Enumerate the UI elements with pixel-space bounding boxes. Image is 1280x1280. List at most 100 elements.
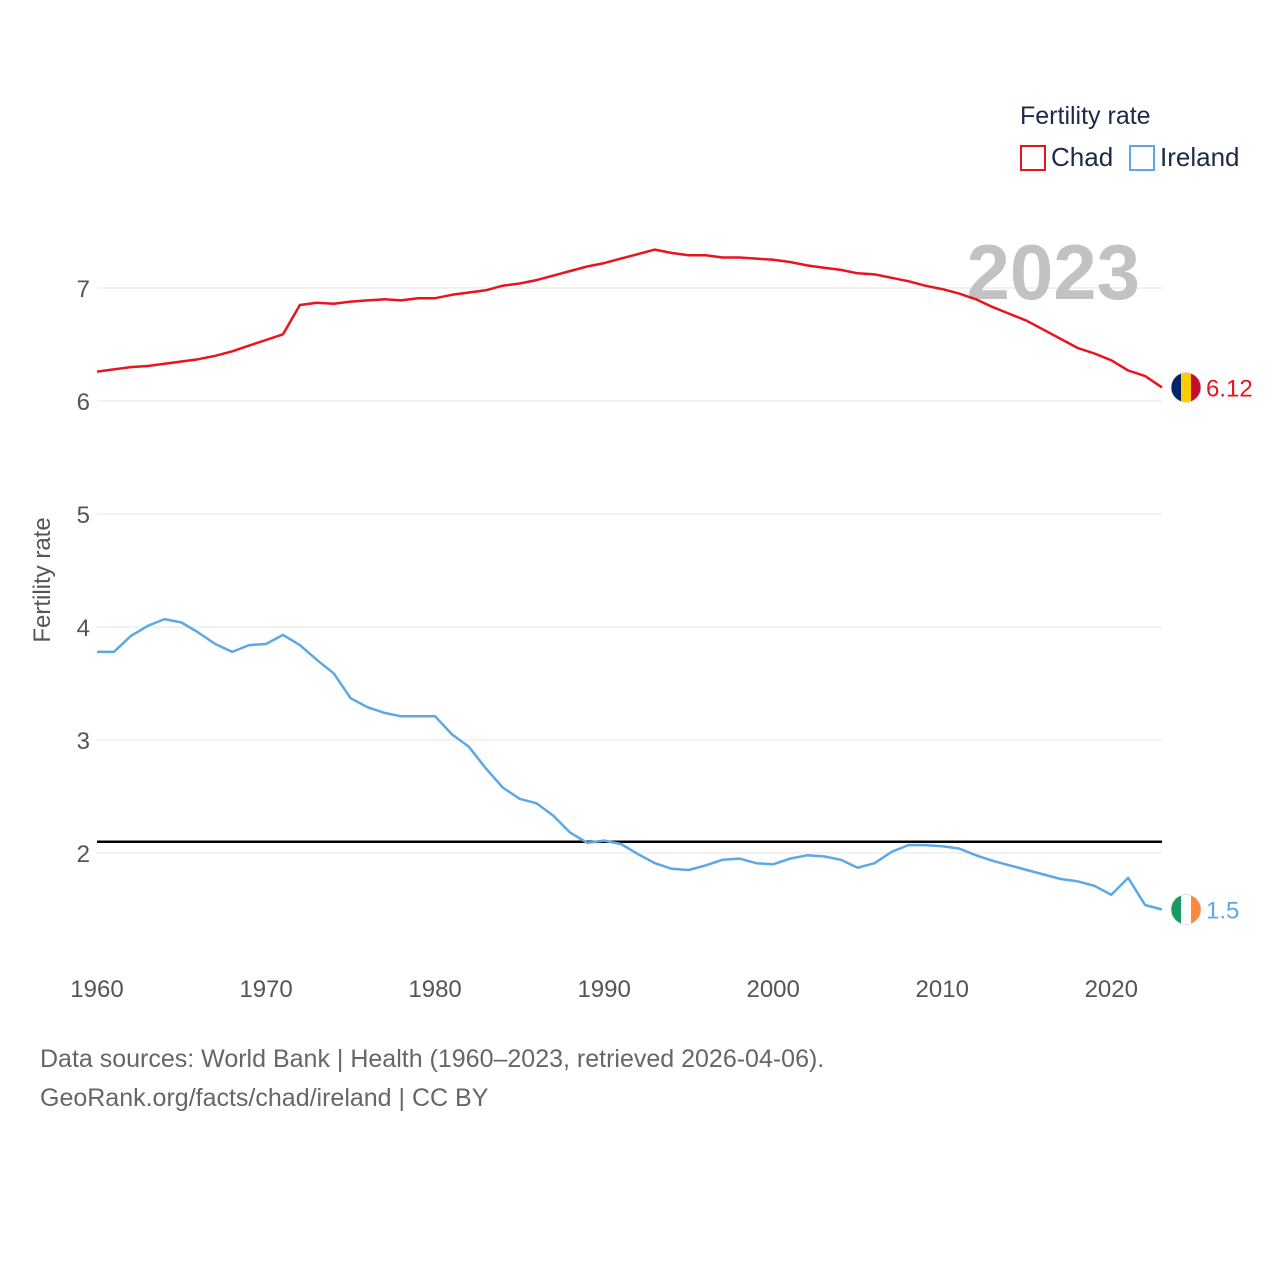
chad-point-1968[interactable] [229, 348, 235, 354]
ireland-point-1968[interactable] [229, 649, 235, 655]
chad-point-1990[interactable] [601, 260, 607, 266]
ireland-point-2018[interactable] [1074, 878, 1080, 884]
ireland-point-2023[interactable] [1159, 907, 1165, 913]
ireland-point-1972[interactable] [297, 642, 303, 648]
ireland-point-1973[interactable] [314, 657, 320, 663]
ireland-point-1974[interactable] [331, 670, 337, 676]
chad-point-2003[interactable] [821, 265, 827, 271]
chad-point-1987[interactable] [550, 273, 556, 279]
legend-item-chad[interactable]: Chad [1021, 142, 1113, 172]
ireland-point-1990[interactable] [601, 838, 607, 844]
chad-point-1981[interactable] [449, 292, 455, 298]
ireland-point-1961[interactable] [111, 649, 117, 655]
ireland-point-1963[interactable] [145, 623, 151, 629]
chad-point-1992[interactable] [635, 251, 641, 257]
chad-point-1983[interactable] [483, 287, 489, 293]
chad-point-2006[interactable] [872, 271, 878, 277]
chad-point-2016[interactable] [1041, 327, 1047, 333]
chad-point-1984[interactable] [500, 283, 506, 289]
ireland-point-1994[interactable] [669, 866, 675, 872]
chad-point-2012[interactable] [973, 296, 979, 302]
chad-point-1991[interactable] [618, 256, 624, 262]
ireland-point-1988[interactable] [567, 830, 573, 836]
chad-point-1994[interactable] [669, 250, 675, 256]
chad-point-1996[interactable] [703, 252, 709, 258]
chad-point-1982[interactable] [466, 290, 472, 296]
ireland-point-2006[interactable] [872, 860, 878, 866]
ireland-point-2015[interactable] [1024, 867, 1030, 873]
chad-point-1999[interactable] [753, 256, 759, 262]
chad-point-2017[interactable] [1058, 336, 1064, 342]
chad-point-1963[interactable] [145, 363, 151, 369]
ireland-point-1969[interactable] [246, 642, 252, 648]
ireland-point-1992[interactable] [635, 851, 641, 857]
legend-item-ireland[interactable]: Ireland [1130, 142, 1240, 172]
chad-point-2014[interactable] [1007, 311, 1013, 317]
ireland-point-1981[interactable] [449, 731, 455, 737]
ireland-point-1993[interactable] [652, 860, 658, 866]
chad-point-1979[interactable] [415, 295, 421, 301]
ireland-point-2012[interactable] [973, 852, 979, 858]
ireland-point-2013[interactable] [990, 858, 996, 864]
chad-point-1975[interactable] [348, 299, 354, 305]
ireland-point-1964[interactable] [162, 616, 168, 622]
ireland-point-2003[interactable] [821, 853, 827, 859]
ireland-point-1977[interactable] [381, 710, 387, 716]
ireland-point-2008[interactable] [905, 842, 911, 848]
ireland-point-1999[interactable] [753, 860, 759, 866]
ireland-point-2009[interactable] [922, 842, 928, 848]
ireland-point-1983[interactable] [483, 765, 489, 771]
ireland-point-1996[interactable] [703, 862, 709, 868]
chad-point-1997[interactable] [719, 254, 725, 260]
ireland-point-2021[interactable] [1125, 875, 1131, 881]
chad-point-1967[interactable] [212, 353, 218, 359]
chad-point-1988[interactable] [567, 268, 573, 274]
ireland-point-2002[interactable] [804, 852, 810, 858]
ireland-point-2022[interactable] [1142, 902, 1148, 908]
ireland-point-2000[interactable] [770, 861, 776, 867]
ireland-point-1987[interactable] [550, 813, 556, 819]
chad-point-1977[interactable] [381, 296, 387, 302]
ireland-point-1965[interactable] [179, 619, 185, 625]
chad-point-1961[interactable] [111, 366, 117, 372]
ireland-point-1979[interactable] [415, 713, 421, 719]
chad-point-2011[interactable] [956, 291, 962, 297]
chad-point-1976[interactable] [364, 297, 370, 303]
ireland-point-2001[interactable] [787, 856, 793, 862]
ireland-point-1966[interactable] [195, 630, 201, 636]
ireland-point-2011[interactable] [956, 845, 962, 851]
ireland-point-1960[interactable] [94, 649, 100, 655]
series-line-ireland[interactable] [97, 619, 1162, 909]
ireland-point-1976[interactable] [364, 704, 370, 710]
chad-point-1973[interactable] [314, 300, 320, 306]
chad-point-1978[interactable] [398, 297, 404, 303]
chad-point-2001[interactable] [787, 259, 793, 265]
ireland-point-2017[interactable] [1058, 876, 1064, 882]
chad-point-1962[interactable] [128, 364, 134, 370]
ireland-point-2007[interactable] [889, 849, 895, 855]
ireland-point-2010[interactable] [939, 843, 945, 849]
ireland-point-1978[interactable] [398, 713, 404, 719]
chad-point-2022[interactable] [1142, 373, 1148, 379]
chad-point-2008[interactable] [905, 278, 911, 284]
ireland-point-2004[interactable] [838, 857, 844, 863]
chad-point-1970[interactable] [263, 337, 269, 343]
chad-point-2010[interactable] [939, 286, 945, 292]
chad-point-2009[interactable] [922, 283, 928, 289]
chad-point-1966[interactable] [195, 356, 201, 362]
chad-point-1960[interactable] [94, 369, 100, 375]
ireland-point-1984[interactable] [500, 784, 506, 790]
ireland-point-2020[interactable] [1108, 892, 1114, 898]
chad-point-2007[interactable] [889, 275, 895, 281]
ireland-point-1989[interactable] [584, 840, 590, 846]
chad-point-2015[interactable] [1024, 318, 1030, 324]
chad-point-1985[interactable] [517, 280, 523, 286]
ireland-point-1970[interactable] [263, 641, 269, 647]
chad-point-2002[interactable] [804, 262, 810, 268]
ireland-point-1986[interactable] [534, 800, 540, 806]
chad-point-1971[interactable] [280, 331, 286, 337]
chad-point-2004[interactable] [838, 267, 844, 273]
ireland-point-2019[interactable] [1091, 883, 1097, 889]
chad-point-2021[interactable] [1125, 367, 1131, 373]
ireland-point-1985[interactable] [517, 796, 523, 802]
